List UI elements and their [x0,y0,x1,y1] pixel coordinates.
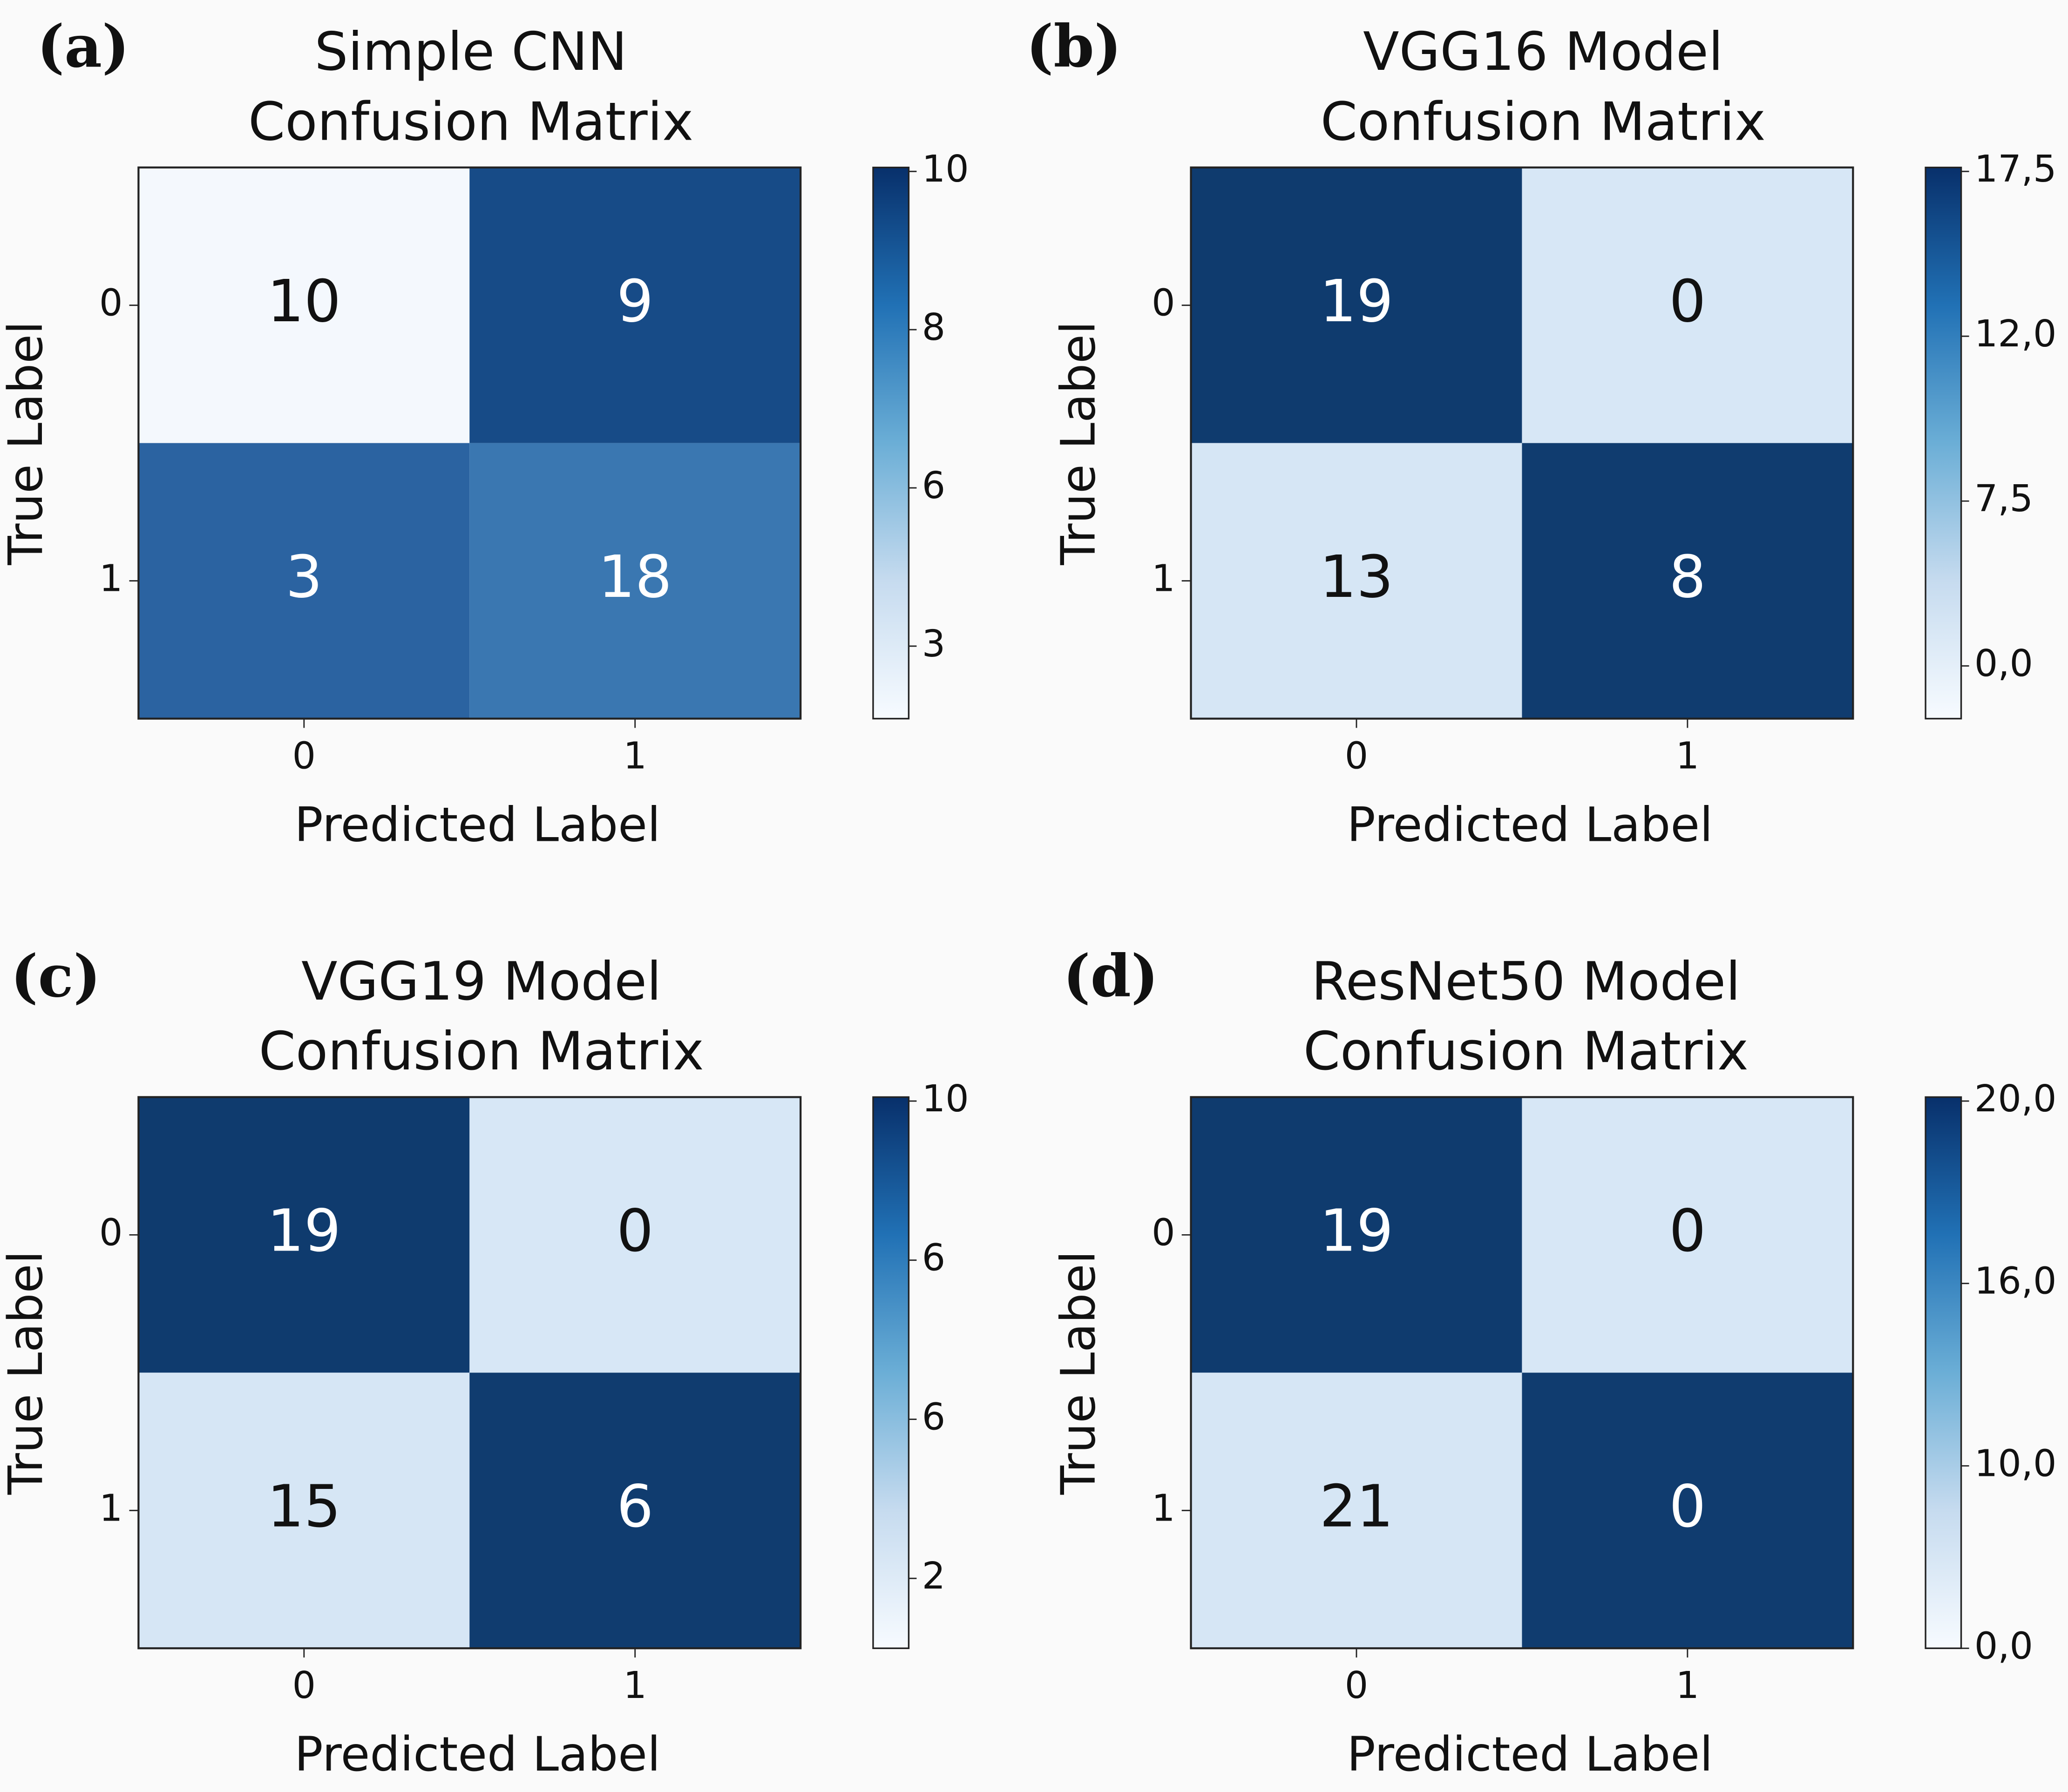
cell-value: 18 [598,543,672,611]
cell-value: 0 [1669,1473,1706,1540]
y-tick-label: 1 [99,1486,122,1529]
cell-value: 9 [617,268,653,335]
cell [1522,443,1853,719]
cell [138,167,470,443]
cell-value: 21 [1320,1473,1394,1540]
x-tick-label: 1 [1676,1664,1699,1707]
cell-value: 19 [1320,1197,1394,1265]
cell [1522,167,1853,443]
cell [1522,1097,1853,1373]
cell-value: 10 [267,268,341,335]
y-axis-label: True Label [1051,321,1106,566]
cell-value: 0 [1669,1197,1706,1265]
panel-label: (d) [1063,942,1159,1010]
cell-value: 19 [267,1197,341,1265]
colorbar-tick-label: 2 [922,1554,945,1597]
x-tick-label: 1 [624,1664,647,1707]
colorbar-tick-label: 8 [922,305,945,349]
x-tick-label: 0 [1345,734,1368,778]
cell-value: 3 [285,543,322,611]
y-axis-label: True Label [0,1251,54,1495]
cell [469,443,801,719]
x-axis-label: Predicted Label [1347,1727,1713,1782]
cell [1191,443,1522,719]
cell [1191,1373,1522,1649]
cell [138,1373,470,1649]
x-tick-label: 1 [624,734,647,778]
colorbar-tick-label: 0,0 [1974,1624,2033,1667]
cell [469,1373,801,1649]
colorbar-tick-label: 6 [922,1236,945,1279]
y-axis-label: True Label [1051,1251,1106,1495]
heatmap-frame [1190,1096,1854,1650]
chart-title: ResNet50 Model [1311,951,1740,1012]
chart-title: Confusion Matrix [259,1021,704,1082]
y-tick-label: 1 [1152,557,1175,600]
colorbar-tick-label: 10,0 [1974,1441,2057,1485]
y-tick-label: 1 [1152,1486,1175,1529]
cell [138,443,470,719]
y-tick-label: 0 [1152,1210,1175,1254]
y-tick-label: 1 [99,557,122,600]
colorbar-tick-label: 12,0 [1974,312,2057,355]
colorbar-tick-label: 0,0 [1974,642,2033,685]
colorbar [872,166,910,720]
cell [1522,1373,1853,1649]
y-tick-label: 0 [1152,281,1175,325]
panel-label: (a) [37,13,129,81]
colorbar-tick-label: 20,0 [1974,1077,2057,1120]
colorbar [1925,1096,1962,1649]
heatmap-frame [1190,166,1854,720]
cell-value: 13 [1320,543,1394,611]
y-tick-label: 0 [99,281,122,325]
chart-title: Confusion Matrix [1303,1021,1749,1082]
cell-value: 6 [617,1473,653,1540]
colorbar-tick-label: 6 [922,464,945,507]
chart-title: Simple CNN [314,21,627,82]
cell [469,167,801,443]
cell [138,1097,470,1373]
cell [1191,1097,1522,1373]
colorbar-tick-label: 6 [922,1395,945,1438]
colorbar-tick-label: 7,5 [1974,477,2033,520]
x-tick-label: 0 [292,1664,316,1707]
colorbar-tick-label: 3 [922,622,945,665]
cell-value: 19 [1320,268,1394,335]
heatmap-frame [137,166,802,720]
cell [469,1097,801,1373]
cell-value: 0 [1669,268,1706,335]
colorbar [872,1096,910,1649]
chart-title: VGG19 Model [301,951,661,1012]
colorbar-tick-label: 10 [922,147,969,190]
panel-label: (b) [1026,13,1122,81]
colorbar-tick-label: 10 [922,1077,969,1120]
cell-value: 8 [1669,543,1706,611]
heatmap-frame [137,1096,802,1650]
chart-title: VGG16 Model [1363,21,1723,82]
x-tick-label: 0 [292,734,316,778]
cell [1191,167,1522,443]
colorbar [1925,166,1962,720]
colorbar-tick-label: 17,5 [1974,147,2057,190]
x-axis-label: Predicted Label [294,797,660,852]
chart-title: Confusion Matrix [1321,91,1766,152]
panel-label: (c) [11,942,101,1010]
y-axis-label: True Label [0,321,54,566]
x-axis-label: Predicted Label [1347,797,1713,852]
x-axis-label: Predicted Label [294,1727,660,1782]
x-tick-label: 0 [1345,1664,1368,1707]
x-tick-label: 1 [1676,734,1699,778]
cell-value: 0 [617,1197,653,1265]
chart-title: Confusion Matrix [248,91,693,152]
cell-value: 15 [267,1473,341,1540]
y-tick-label: 0 [99,1210,122,1254]
colorbar-tick-label: 16,0 [1974,1259,2057,1303]
